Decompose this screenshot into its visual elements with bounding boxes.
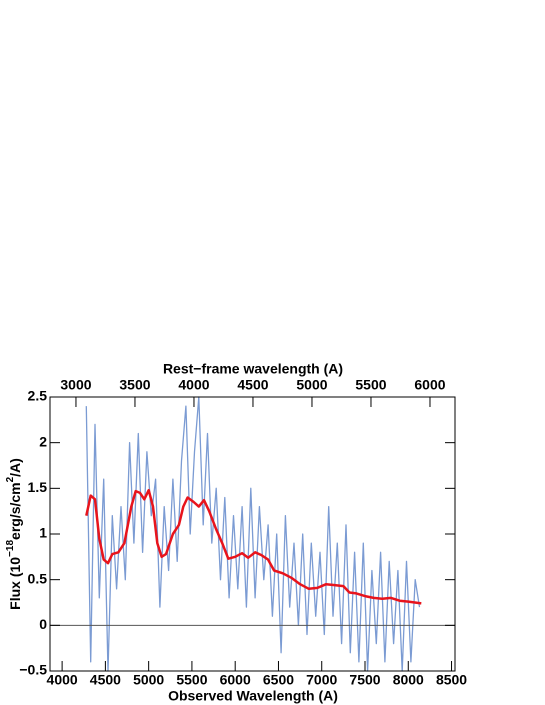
y-tick-label: 0 [39,616,47,632]
x2-tick-label: 5500 [355,377,386,393]
x2-tick-label: 3000 [60,377,91,393]
y-label-part: −18 [5,540,16,557]
y-tick-label: 0.5 [28,570,48,586]
chart-title: Rest−frame wavelength (A) [163,361,343,377]
x-tick-label: 7500 [349,672,380,688]
x-tick-label: 4500 [90,672,121,688]
y-label-part: Flux (10 [7,557,23,610]
y-tick-label: 1 [39,525,47,541]
x2-tick-label: 3500 [119,377,150,393]
y-tick-label: 2 [39,433,47,449]
y-label-part: /A) [7,458,23,477]
x-tick-label: 8500 [436,672,467,688]
x2-tick-label: 4500 [237,377,268,393]
x-tick-label: 7000 [306,672,337,688]
y-label-part: erg/s/cm [7,482,23,540]
x-tick-label: 5000 [133,672,164,688]
y-tick-label: −0.5 [19,662,47,678]
x-tick-label: 6000 [220,672,251,688]
spectrum-line [85,488,422,605]
x-tick-label: 4000 [47,672,78,688]
x-tick-label: 6500 [263,672,294,688]
x2-tick-label: 4000 [178,377,209,393]
x-tick-label: 8000 [393,672,424,688]
x-tick-label: 5500 [176,672,207,688]
y-tick-label: 1.5 [28,479,48,495]
spectrum-line [85,396,421,672]
y-axis-label: Flux (10−18erg/s/cm2/A) [5,458,23,610]
x2-tick-label: 6000 [414,377,445,393]
x2-tick-label: 5000 [296,377,327,393]
x-axis-label: Observed Wavelength (A) [168,688,338,704]
y-label-part: 2 [5,476,16,482]
y-tick-label: 2.5 [28,388,48,404]
